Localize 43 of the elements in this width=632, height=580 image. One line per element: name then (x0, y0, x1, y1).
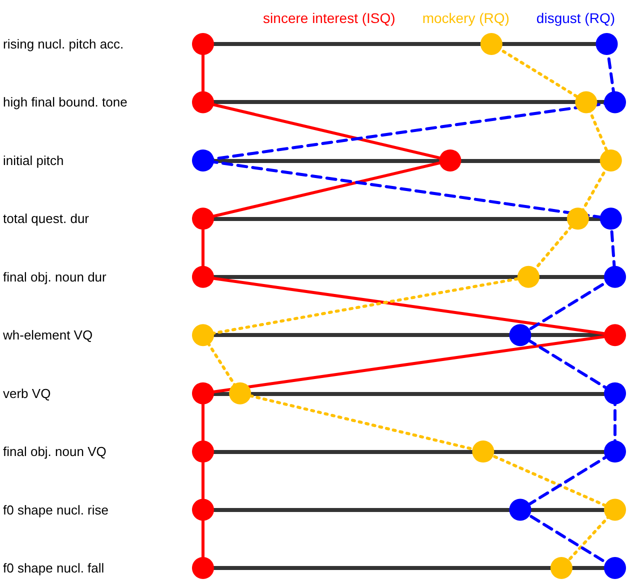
y-tick-label: f0 shape nucl. rise (3, 502, 109, 518)
point (604, 324, 626, 346)
point (192, 324, 214, 346)
point (192, 440, 214, 463)
point (566, 208, 589, 230)
y-tick-label: final obj. noun dur (3, 269, 108, 284)
y-tick-label: wh-element VQ (2, 328, 93, 343)
point (550, 557, 572, 579)
y-tick-label: rising nucl. pitch acc. (3, 36, 124, 52)
point (192, 498, 214, 521)
series-label: disgust (RQ) (536, 10, 616, 26)
point (192, 149, 214, 172)
point (600, 149, 622, 172)
y-tick-label: f0 shape nucl. fall (3, 560, 104, 576)
point (604, 557, 626, 579)
point (600, 208, 622, 230)
point (604, 498, 626, 521)
point (192, 208, 214, 230)
point (518, 266, 540, 288)
point (604, 266, 626, 288)
text: sincere interest (ISQ) (263, 10, 396, 26)
point (439, 149, 462, 172)
point (192, 91, 214, 114)
y-tick-label: initial pitch (3, 152, 64, 168)
point (472, 440, 494, 463)
y-tick-label: final obj. noun VQ (3, 444, 106, 460)
point (575, 91, 598, 114)
series-label: mockery (RQ) (422, 10, 510, 26)
y-tick-label: total quest. dur (3, 211, 90, 226)
point (509, 324, 532, 346)
point (604, 91, 626, 114)
point (229, 382, 252, 404)
point (480, 33, 502, 55)
point (192, 266, 214, 288)
point (192, 33, 214, 55)
point (509, 498, 532, 521)
point (192, 382, 214, 404)
point (604, 440, 626, 463)
point (604, 382, 626, 404)
point (192, 557, 214, 579)
point (596, 33, 618, 55)
y-tick-label: high final bound. tone (3, 94, 128, 110)
y-tick-label: verb VQ (3, 386, 51, 401)
